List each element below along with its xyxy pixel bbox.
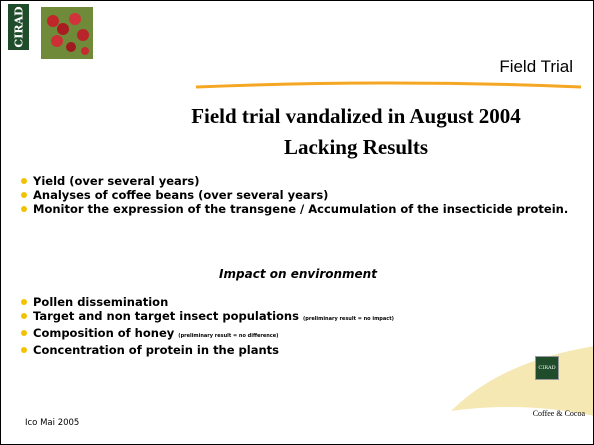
- bullet: Pollen dissemination: [21, 295, 581, 309]
- title-line: Lacking Results: [121, 132, 591, 163]
- bullet-note: (preliminary result = no impact): [303, 316, 394, 322]
- bullet-text: Concentration of protein in the plants: [33, 343, 279, 357]
- bullet-note: (preliminary result = no difference): [178, 333, 278, 339]
- bullet: Yield (over several years): [21, 174, 581, 188]
- bullet: Analyses of coffee beans (over several y…: [21, 188, 581, 202]
- section-label: Field Trial: [499, 57, 573, 77]
- logo-text: CIRAD: [12, 6, 25, 47]
- coffee-photo: [41, 7, 93, 59]
- title: Field trial vandalized in August 2004 La…: [121, 101, 591, 163]
- bullet-text: Pollen dissemination: [33, 295, 168, 309]
- slide: CIRAD Field Trial Field trial vandalized…: [0, 0, 594, 445]
- bullet: Target and non target insect populations…: [21, 309, 581, 326]
- footer-right: Coffee & Cocoa: [533, 409, 585, 418]
- logo: CIRAD: [8, 4, 29, 50]
- footer-logo: CIRAD: [535, 356, 559, 380]
- bullet: Concentration of protein in the plants: [21, 343, 581, 357]
- title-line: Field trial vandalized in August 2004: [121, 101, 591, 132]
- bullet-list: Yield (over several years)Analyses of co…: [21, 174, 581, 216]
- subheading: Impact on environment: [1, 267, 594, 281]
- bullet: Monitor the expression of the transgene …: [21, 202, 581, 216]
- bullet-text: Target and non target insect populations: [33, 309, 299, 323]
- bullet: Composition of honey (preliminary result…: [21, 326, 581, 343]
- underline: [196, 83, 581, 87]
- page: {"header":{"logo":"CIRAD","section":"Fie…: [0, 0, 594, 445]
- footer-left: Ico Mai 2005: [25, 418, 79, 428]
- bullet-text: Composition of honey: [33, 326, 174, 340]
